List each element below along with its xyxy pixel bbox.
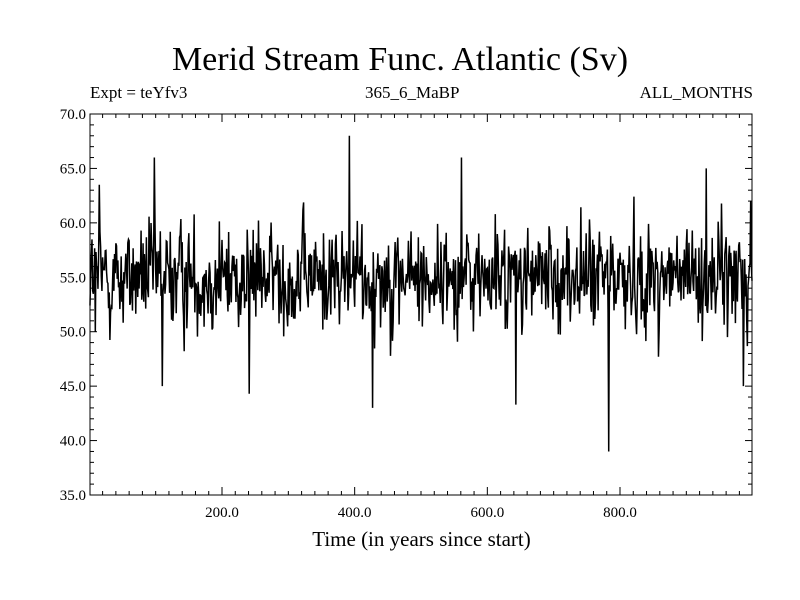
y-tick-label: 65.0 xyxy=(60,161,86,177)
run-label: 365_6_MaBP xyxy=(365,83,460,102)
experiment-label: Expt = teYfv3 xyxy=(90,83,188,102)
x-tick-label: 800.0 xyxy=(603,505,637,521)
y-tick-label: 55.0 xyxy=(60,270,86,286)
y-tick-label: 70.0 xyxy=(60,107,86,123)
x-tick-label: 600.0 xyxy=(470,505,504,521)
series-line xyxy=(89,135,753,452)
plot-frame xyxy=(89,113,753,496)
x-tick-label: 400.0 xyxy=(338,505,372,521)
y-tick-label: 35.0 xyxy=(60,488,86,504)
season-label: ALL_MONTHS xyxy=(639,83,753,102)
y-tick-label: 60.0 xyxy=(60,216,86,232)
y-tick-label: 40.0 xyxy=(60,434,86,450)
x-axis-label: Time (in years since start) xyxy=(312,527,531,551)
chart-title: Merid Stream Func. Atlantic (Sv) xyxy=(171,41,629,78)
y-tick-label: 50.0 xyxy=(60,325,86,341)
y-tick-label: 45.0 xyxy=(60,379,86,395)
x-tick-label: 200.0 xyxy=(205,505,239,521)
